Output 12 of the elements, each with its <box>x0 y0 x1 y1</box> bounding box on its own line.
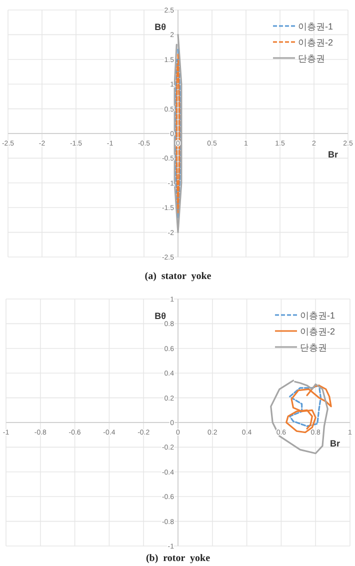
legend-label: 이층권-2 <box>300 326 336 336</box>
x-axis-title: Br <box>328 150 338 160</box>
y-axis-title: Bθ <box>154 22 166 32</box>
y-axis-title: Bθ <box>154 311 166 321</box>
legend-label: 단층권 <box>300 342 327 352</box>
legend-label: 단층권 <box>298 54 325 64</box>
legend-label: 이층권-1 <box>300 310 336 320</box>
legend-label: 이층권-1 <box>298 22 334 32</box>
x-axis-title: Br <box>330 438 340 448</box>
legend-label: 이층권-2 <box>298 38 334 48</box>
text: (b) rotor yoke <box>146 553 211 564</box>
text: (a) stator yoke <box>144 271 212 282</box>
